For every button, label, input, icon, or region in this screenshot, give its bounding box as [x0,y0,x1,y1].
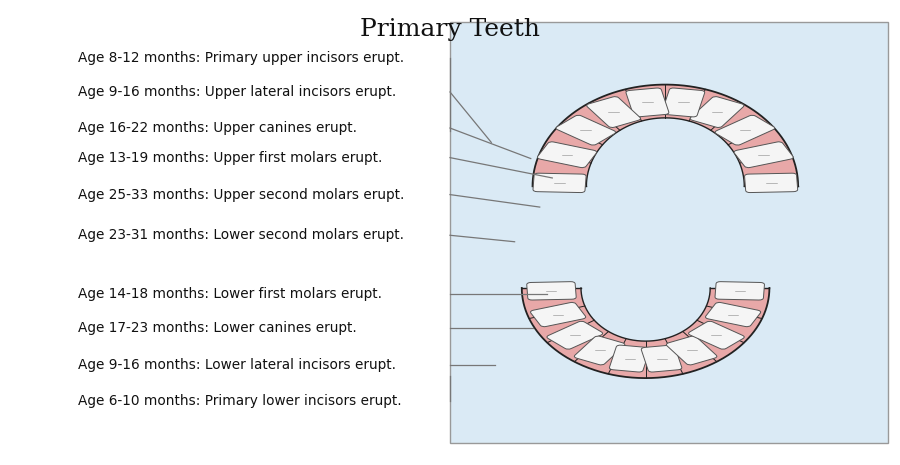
FancyBboxPatch shape [666,336,717,365]
FancyBboxPatch shape [662,88,705,117]
FancyBboxPatch shape [716,115,775,145]
Text: Age 9-16 months: Upper lateral incisors erupt.: Age 9-16 months: Upper lateral incisors … [77,85,396,99]
Text: Age 14-18 months: Lower first molars erupt.: Age 14-18 months: Lower first molars eru… [77,286,382,300]
Polygon shape [522,288,770,378]
FancyBboxPatch shape [688,321,744,349]
FancyBboxPatch shape [533,173,586,193]
FancyBboxPatch shape [642,345,682,372]
Text: Age 6-10 months: Primary lower incisors erupt.: Age 6-10 months: Primary lower incisors … [77,394,401,408]
Text: Age 9-16 months: Lower lateral incisors erupt.: Age 9-16 months: Lower lateral incisors … [77,358,396,372]
Text: Age 8-12 months: Primary upper incisors erupt.: Age 8-12 months: Primary upper incisors … [77,51,404,65]
Text: Age 17-23 months: Lower canines erupt.: Age 17-23 months: Lower canines erupt. [77,321,356,335]
FancyBboxPatch shape [547,321,603,349]
FancyBboxPatch shape [734,142,793,168]
Text: Age 25-33 months: Upper second molars erupt.: Age 25-33 months: Upper second molars er… [77,187,404,202]
Text: Primary Teeth: Primary Teeth [360,18,540,40]
FancyBboxPatch shape [526,282,576,300]
FancyBboxPatch shape [744,173,797,193]
FancyBboxPatch shape [609,345,650,372]
Text: Age 23-31 months: Lower second molars erupt.: Age 23-31 months: Lower second molars er… [77,228,404,242]
FancyBboxPatch shape [537,142,597,168]
FancyBboxPatch shape [715,282,764,300]
FancyBboxPatch shape [450,22,887,443]
Polygon shape [533,85,798,186]
FancyBboxPatch shape [556,115,616,145]
FancyBboxPatch shape [574,336,625,365]
FancyBboxPatch shape [706,302,760,327]
FancyBboxPatch shape [626,88,669,117]
FancyBboxPatch shape [530,302,586,327]
Text: Age 13-19 months: Upper first molars erupt.: Age 13-19 months: Upper first molars eru… [77,151,382,165]
FancyBboxPatch shape [690,97,744,127]
FancyBboxPatch shape [587,97,641,127]
Text: Age 16-22 months: Upper canines erupt.: Age 16-22 months: Upper canines erupt. [77,121,356,135]
